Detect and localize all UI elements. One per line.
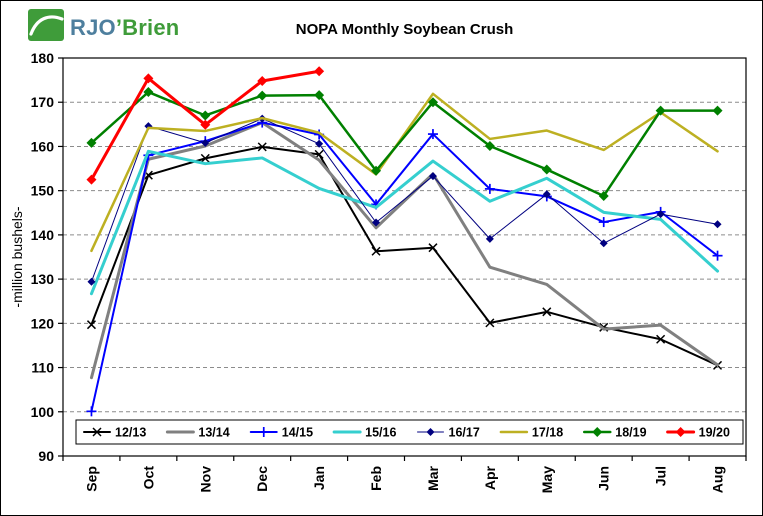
x-tick-label: Mar xyxy=(425,465,441,490)
plot-border xyxy=(62,57,747,457)
x-tick-label: Jul xyxy=(653,466,669,486)
marker-x xyxy=(371,246,381,256)
logo-text-rjo: RJO xyxy=(70,14,116,40)
y-tick-label: 150 xyxy=(31,183,55,199)
marker-diamond xyxy=(200,119,211,130)
marker-diamond xyxy=(201,138,210,147)
series-line-14/15 xyxy=(90,121,719,413)
x-tick-label: Sep xyxy=(83,466,99,492)
y-tick-label: 170 xyxy=(31,94,55,110)
rjo-brien-logo: RJO’Brien xyxy=(27,8,179,47)
marker-diamond xyxy=(427,97,438,108)
marker-x xyxy=(428,243,438,253)
x-tick-label: May xyxy=(539,466,555,493)
marker-diamond xyxy=(484,141,495,152)
legend-label-17/18: 17/18 xyxy=(532,426,563,440)
marker-x xyxy=(86,320,96,330)
y-tick-label: 130 xyxy=(31,271,55,287)
rjo-brien-logo-icon xyxy=(27,8,65,47)
marker-x xyxy=(92,427,102,437)
legend-label-14/15: 14/15 xyxy=(282,426,313,440)
x-tick-label: Oct xyxy=(140,466,156,490)
legend-label-12/13: 12/13 xyxy=(115,426,146,440)
marker-diamond xyxy=(655,105,666,116)
marker-diamond xyxy=(315,139,324,148)
x-tick-label: Jun xyxy=(596,466,612,491)
y-tick-label: 110 xyxy=(31,360,54,376)
marker-x xyxy=(485,318,495,328)
marker-diamond xyxy=(712,105,723,116)
chart-title: NOPA Monthly Soybean Crush xyxy=(295,21,514,38)
x-tick-label: Feb xyxy=(368,466,384,491)
x-tick-label: Dec xyxy=(254,466,270,492)
x-tick-label: Jan xyxy=(311,466,327,490)
series-line-17/18 xyxy=(90,92,719,253)
legend-label-18/19: 18/19 xyxy=(615,426,646,440)
y-tick-label: 140 xyxy=(31,227,55,243)
x-tick-label: Aug xyxy=(710,466,726,493)
marker-diamond xyxy=(542,190,551,199)
legend-label-13/14: 13/14 xyxy=(198,426,229,440)
y-tick-label: 100 xyxy=(31,404,55,420)
x-tick-label: Nov xyxy=(197,466,213,493)
legend-label-16/17: 16/17 xyxy=(449,426,480,440)
marker-diamond xyxy=(371,165,382,176)
marker-diamond xyxy=(257,75,268,86)
logo-text-brien: ’Brien xyxy=(115,14,180,40)
series-line-18/19 xyxy=(90,90,719,198)
marker-diamond xyxy=(675,427,686,437)
marker-x xyxy=(656,334,666,344)
x-tick-label: Apr xyxy=(482,465,498,490)
marker-diamond xyxy=(143,87,154,98)
y-axis-title: -million bushels- xyxy=(9,206,25,307)
y-tick-label: 160 xyxy=(31,138,55,154)
marker-diamond xyxy=(713,220,722,229)
marker-x xyxy=(143,170,153,180)
series-line-15/16 xyxy=(89,149,720,296)
marker-diamond xyxy=(314,66,325,77)
marker-diamond xyxy=(200,110,211,121)
series-line-12/13 xyxy=(90,145,719,367)
marker-x xyxy=(200,153,210,163)
marker-x xyxy=(542,307,552,317)
marker-diamond xyxy=(426,428,435,436)
marker-diamond xyxy=(86,174,97,185)
marker-diamond xyxy=(257,90,268,101)
y-tick-label: 180 xyxy=(31,50,55,66)
marker-diamond xyxy=(87,277,96,286)
marker-diamond xyxy=(541,164,552,175)
legend-label-19/20: 19/20 xyxy=(699,426,730,440)
marker-diamond xyxy=(372,218,381,227)
series-line-16/17 xyxy=(90,118,719,283)
rjo-brien-wordmark: RJO’Brien xyxy=(70,15,179,41)
marker-diamond xyxy=(86,137,97,148)
marker-x xyxy=(257,142,267,152)
y-tick-label: 120 xyxy=(31,315,55,331)
marker-diamond xyxy=(143,73,154,84)
marker-diamond xyxy=(314,90,325,101)
marker-diamond xyxy=(599,239,608,248)
y-tick-label: 90 xyxy=(38,448,54,464)
marker-diamond xyxy=(592,427,603,437)
marker-diamond xyxy=(485,234,494,243)
series-line-13/14 xyxy=(89,121,720,380)
marker-diamond xyxy=(598,190,609,201)
legend-label-15/16: 15/16 xyxy=(365,426,396,440)
marker-diamond xyxy=(428,172,437,181)
marker-diamond xyxy=(656,210,665,219)
